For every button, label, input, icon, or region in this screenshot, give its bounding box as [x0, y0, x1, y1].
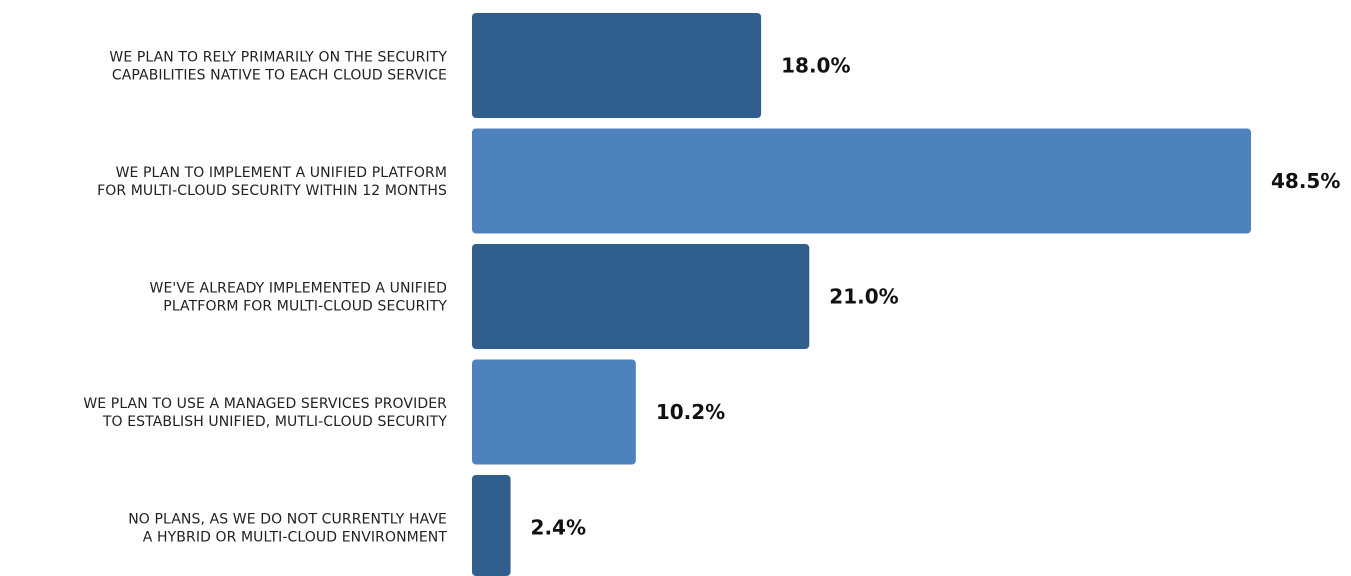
value-label-2: 48.5% [1271, 169, 1340, 193]
category-label-line: FOR MULTI-CLOUD SECURITY WITHIN 12 MONTH… [97, 183, 447, 199]
bar-2 [472, 128, 1251, 234]
bar-4 [472, 359, 636, 465]
bars-group [472, 13, 1251, 576]
category-label-line: WE PLAN TO USE A MANAGED SERVICES PROVID… [83, 396, 447, 412]
bar-1 [472, 13, 762, 118]
bar-3 [472, 244, 810, 349]
value-labels-group: 18.0% 48.5% 21.0% 10.2% 2.4% [531, 54, 1341, 540]
category-labels-group: WE PLAN TO RELY PRIMARILY ON THE SECURIT… [83, 50, 447, 546]
value-label-3: 21.0% [829, 285, 898, 309]
value-label-1: 18.0% [781, 54, 850, 78]
category-label-5: NO PLANS, AS WE DO NOT CURRENTLY HAVE A H… [128, 512, 447, 546]
category-label-line: TO ESTABLISH UNIFIED, MUTLI-CLOUD SECURI… [102, 414, 447, 430]
category-label-line: WE PLAN TO RELY PRIMARILY ON THE SECURIT… [109, 50, 447, 66]
category-label-2: WE PLAN TO IMPLEMENT A UNIFIED PLATFORM F… [97, 165, 447, 199]
category-label-line: PLATFORM FOR MULTI-CLOUD SECURITY [163, 299, 447, 315]
bar-5 [472, 475, 511, 576]
value-label-5: 2.4% [531, 516, 586, 540]
category-label-line: NO PLANS, AS WE DO NOT CURRENTLY HAVE [128, 512, 447, 528]
value-label-4: 10.2% [656, 400, 725, 424]
category-label-3: WE'VE ALREADY IMPLEMENTED A UNIFIED PLATF… [150, 281, 448, 315]
category-label-line: A HYBRID OR MULTI-CLOUD ENVIRONMENT [143, 530, 448, 546]
category-label-line: WE PLAN TO IMPLEMENT A UNIFIED PLATFORM [116, 165, 447, 181]
category-label-4: WE PLAN TO USE A MANAGED SERVICES PROVID… [83, 396, 447, 430]
category-label-line: WE'VE ALREADY IMPLEMENTED A UNIFIED [150, 281, 447, 297]
category-label-line: CAPABILITIES NATIVE TO EACH CLOUD SERVIC… [112, 68, 447, 84]
category-label-1: WE PLAN TO RELY PRIMARILY ON THE SECURIT… [109, 50, 447, 84]
